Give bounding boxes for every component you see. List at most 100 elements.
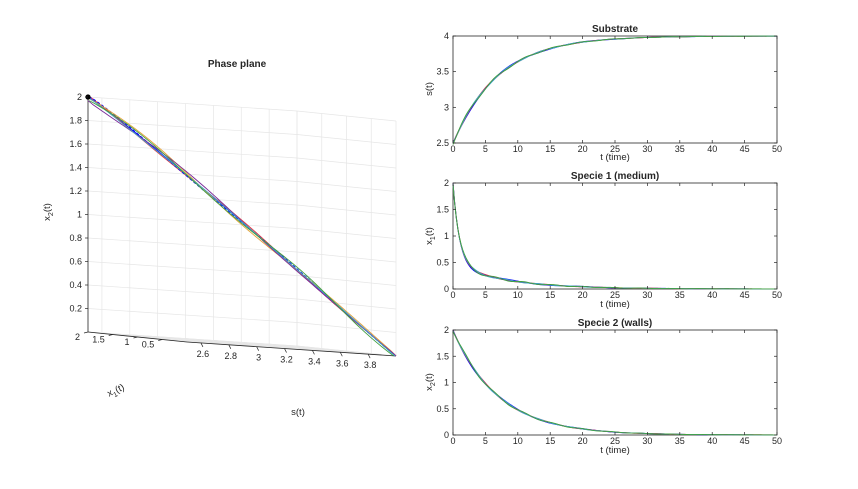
x1-tick-label: 2 [75, 332, 80, 342]
side-grid-line [296, 110, 397, 122]
y-tick-label: 1 [444, 378, 449, 388]
side-grid-line [296, 298, 397, 310]
specie1-title: Specie 1 (medium) [571, 171, 659, 182]
back-grid-line [87, 331, 298, 347]
s-tick-mark [367, 353, 371, 359]
s-tick-label: 3.8 [364, 360, 377, 370]
x2-tick-label: 0.8 [69, 233, 82, 243]
s-tick-label: 3.2 [280, 355, 293, 365]
x-tick-label: 30 [642, 436, 652, 446]
x-tick-label: 25 [610, 290, 620, 300]
x-tick-label: 45 [740, 144, 750, 154]
x1-tick-mark [133, 336, 138, 339]
x1-tick-label: 1 [124, 337, 129, 347]
x2-tick-label: 1 [77, 210, 82, 220]
y-tick-label: 3 [444, 102, 449, 112]
y-tick-label: 4 [444, 31, 449, 41]
y-tick-label: 1.5 [436, 351, 449, 361]
side-grid-line [296, 322, 397, 333]
x2-tick-label: 0.2 [69, 304, 82, 314]
x-tick-label: 50 [772, 436, 782, 446]
s-tick-mark [339, 352, 343, 357]
specie2-xlabel: t (time) [600, 445, 630, 456]
x-tick-label: 45 [740, 290, 750, 300]
specie2-plot: Specie 2 (walls) 0 5 10 15 20 25 30 35 40 45 50 0 0.… [424, 318, 782, 456]
x2-tick-label: 0.6 [69, 257, 82, 267]
x-tick-label: 20 [578, 290, 588, 300]
x-tick-label: 45 [740, 436, 750, 446]
x1-tick-label: 0.5 [142, 340, 155, 350]
back-grid-line [87, 237, 298, 253]
back-grid-line [87, 261, 298, 276]
x-tick-label: 5 [483, 290, 488, 300]
phase-plane-zlabel: x2(t) [42, 203, 55, 221]
x-tick-label: 40 [707, 290, 717, 300]
x-tick-label: 5 [483, 144, 488, 154]
x-tick-label: 15 [545, 436, 555, 446]
s-tick-mark [200, 342, 204, 348]
floor-grid-line [137, 336, 347, 352]
x-tick-label: 25 [610, 144, 620, 154]
y-tick-label: 1 [444, 231, 449, 241]
trajectory-teal [88, 97, 396, 357]
specie1-xlabel: t (time) [600, 299, 630, 310]
x2-tick-label: 1.4 [69, 163, 82, 173]
substrate-title: Substrate [592, 24, 639, 35]
y-tick-label: 0.5 [436, 258, 449, 268]
x-tick-label: 35 [675, 144, 685, 154]
phase-plane-grid [87, 96, 397, 357]
x-tick-label: 0 [450, 144, 455, 154]
s-tick-mark [284, 348, 287, 353]
x-tick-label: 30 [642, 290, 652, 300]
phase-plane-series [85, 94, 397, 357]
specie1-plot: Specie 1 (medium) 0 5 10 15 20 25 30 35 40 45 50 0 0… [424, 171, 782, 310]
x-tick-label: 0 [450, 290, 455, 300]
s-tick-mark [256, 346, 259, 351]
x-tick-label: 10 [513, 290, 523, 300]
back-grid-line [87, 143, 298, 159]
s-tick-label: 3.4 [308, 356, 321, 366]
s-tick-label: 2.6 [197, 349, 210, 359]
back-grid-line [87, 167, 298, 182]
y-tick-label: 0 [444, 284, 449, 294]
phase-plane-plot: Phase plane 2.6 2.8 3 3.2 3.4 3.6 3.8 0.5 1 1.5 2 0… [42, 59, 397, 418]
x-tick-label: 40 [707, 144, 717, 154]
x2-tick-label: 0.4 [69, 280, 82, 290]
y-tick-label: 2.5 [436, 138, 449, 148]
y-tick-label: 2 [444, 178, 449, 188]
floor-grid-line [162, 339, 372, 354]
x-tick-label: 10 [513, 436, 523, 446]
trajectory-green [88, 100, 394, 357]
substrate-plot: Substrate 0 5 10 15 20 25 30 35 40 45 50 2.5 3 3.5 4 t… [424, 24, 782, 163]
side-grid-line [296, 157, 397, 169]
x2-tick-label: 1.6 [69, 139, 82, 149]
x-tick-label: 30 [642, 144, 652, 154]
s-axis-line [186, 341, 397, 357]
back-grid-line [87, 96, 298, 112]
x-tick-label: 20 [578, 144, 588, 154]
x1-tick-mark [158, 339, 163, 341]
y-tick-label: 3.5 [436, 67, 449, 77]
x-tick-label: 50 [772, 144, 782, 154]
x-tick-label: 0 [450, 436, 455, 446]
side-grid-line [296, 204, 397, 216]
phase-plane-title: Phase plane [208, 59, 267, 70]
specie1-ylabel: x1(t) [424, 227, 437, 245]
back-grid-line [87, 284, 298, 300]
side-grid-line [296, 228, 397, 239]
side-grid-line [296, 345, 397, 357]
phase-plane-xlabel: s(t) [291, 407, 305, 418]
specie2-ylabel: x2(t) [424, 373, 437, 391]
x-tick-label: 15 [545, 144, 555, 154]
x1-tick-mark [108, 334, 113, 336]
back-grid-line [87, 190, 298, 206]
phase-plane-ylabel: x1(t) [106, 382, 127, 401]
s-tick-label: 3.6 [336, 358, 349, 368]
s-tick-mark [228, 344, 232, 349]
x-tick-label: 20 [578, 436, 588, 446]
side-grid-line [296, 251, 397, 263]
floor-grid-line [112, 334, 322, 349]
back-grid-line [87, 308, 298, 323]
x-tick-label: 15 [545, 290, 555, 300]
